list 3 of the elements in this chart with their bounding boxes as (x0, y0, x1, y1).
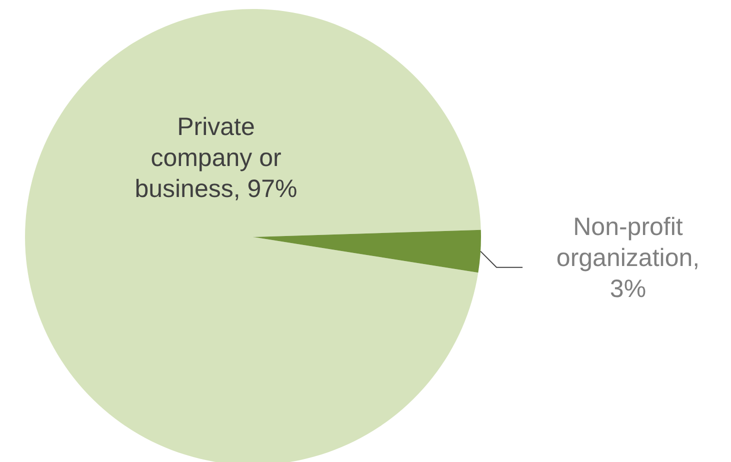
slice-label: Private company or business, 97% (134, 112, 298, 203)
pie-slice (253, 230, 481, 273)
slice-label: Non-profit organization, 3% (556, 212, 700, 303)
